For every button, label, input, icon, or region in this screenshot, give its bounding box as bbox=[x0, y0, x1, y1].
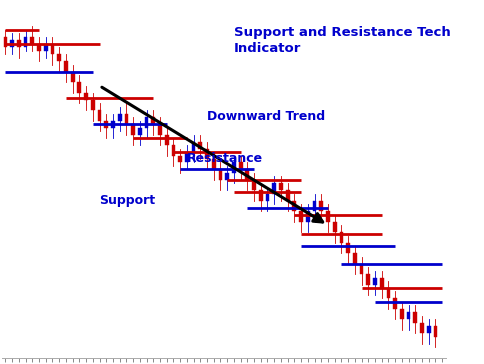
Bar bbox=[3, 37, 7, 47]
Bar bbox=[84, 93, 88, 100]
Bar bbox=[37, 44, 41, 51]
Bar bbox=[231, 162, 235, 173]
Bar bbox=[44, 44, 47, 51]
Bar bbox=[184, 152, 188, 162]
Bar bbox=[399, 309, 403, 319]
Bar bbox=[17, 40, 21, 47]
Bar bbox=[325, 211, 329, 222]
Bar bbox=[245, 170, 249, 180]
Bar bbox=[111, 120, 115, 128]
Bar bbox=[71, 72, 75, 82]
Bar bbox=[178, 155, 182, 162]
Bar bbox=[426, 327, 430, 333]
Bar bbox=[305, 211, 309, 222]
Bar bbox=[50, 44, 54, 54]
Bar bbox=[393, 298, 396, 309]
Bar bbox=[372, 278, 376, 285]
Bar bbox=[272, 183, 275, 194]
Bar bbox=[238, 162, 242, 170]
Bar bbox=[24, 37, 28, 47]
Bar bbox=[118, 114, 121, 120]
Bar bbox=[359, 264, 363, 274]
Bar bbox=[218, 170, 222, 180]
Bar bbox=[57, 54, 61, 62]
Bar bbox=[406, 312, 409, 319]
Bar bbox=[205, 149, 209, 159]
Bar bbox=[77, 82, 81, 93]
Bar bbox=[346, 243, 349, 253]
Bar bbox=[191, 142, 195, 152]
Bar bbox=[252, 180, 256, 190]
Bar bbox=[312, 201, 316, 211]
Bar bbox=[64, 62, 68, 72]
Bar bbox=[386, 288, 390, 298]
Bar bbox=[144, 117, 148, 128]
Bar bbox=[225, 173, 228, 180]
Bar bbox=[285, 190, 289, 201]
Bar bbox=[171, 145, 175, 155]
Bar bbox=[165, 135, 168, 145]
Bar bbox=[419, 323, 423, 333]
Bar bbox=[97, 110, 101, 120]
Bar bbox=[212, 159, 215, 170]
Text: Resistance: Resistance bbox=[186, 152, 262, 165]
Bar bbox=[433, 327, 437, 337]
Bar bbox=[137, 128, 141, 135]
Bar bbox=[278, 183, 282, 190]
Bar bbox=[258, 190, 262, 201]
Bar bbox=[365, 274, 369, 285]
Bar bbox=[292, 201, 296, 211]
Bar bbox=[10, 40, 14, 47]
Bar bbox=[91, 100, 94, 110]
Bar bbox=[30, 37, 34, 44]
Bar bbox=[124, 114, 128, 124]
Bar bbox=[265, 194, 269, 201]
Bar bbox=[412, 312, 416, 323]
Text: Downward Trend: Downward Trend bbox=[207, 110, 324, 123]
Bar bbox=[158, 124, 162, 135]
Text: Support: Support bbox=[99, 194, 155, 207]
Bar bbox=[299, 211, 302, 222]
Bar bbox=[131, 124, 135, 135]
Bar bbox=[332, 222, 336, 232]
Bar bbox=[151, 117, 155, 124]
Bar bbox=[198, 142, 202, 149]
Bar bbox=[352, 253, 356, 264]
Bar bbox=[104, 120, 108, 128]
Text: Support and Resistance Tech
Indicator: Support and Resistance Tech Indicator bbox=[233, 27, 450, 55]
Bar bbox=[339, 232, 343, 243]
Bar bbox=[379, 278, 383, 288]
Bar bbox=[318, 201, 322, 211]
